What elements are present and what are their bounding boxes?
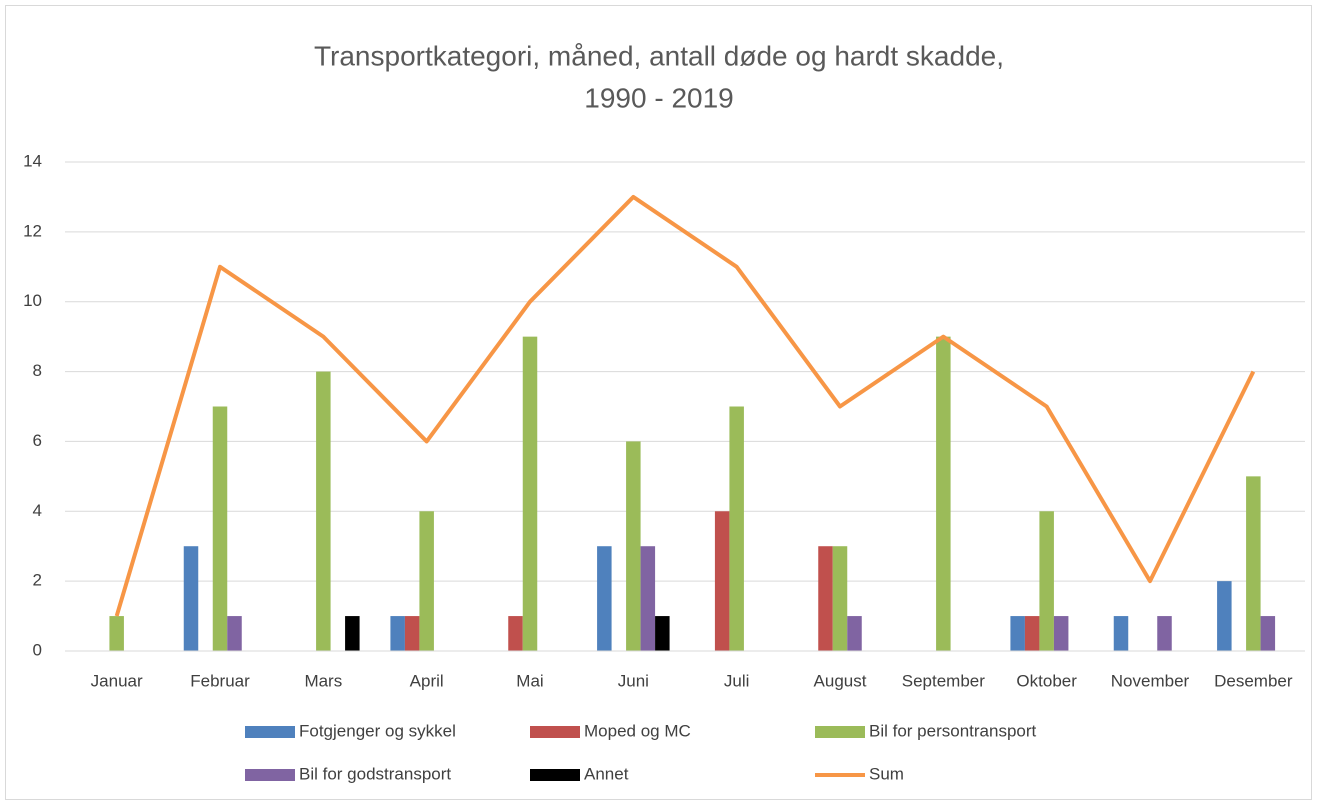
bar [1157, 616, 1172, 651]
bar [1024, 616, 1040, 651]
bar [1053, 616, 1069, 651]
x-tick-label: August [814, 671, 867, 690]
bar [390, 616, 405, 651]
bar [1217, 581, 1232, 651]
legend-swatch [245, 726, 295, 738]
y-tick-label: 12 [23, 221, 42, 240]
y-tick-label: 6 [33, 431, 42, 450]
bar [714, 511, 730, 651]
legend-label: Moped og MC [584, 721, 691, 740]
legend-label: Fotgjenger og sykkel [299, 721, 456, 740]
bar [936, 336, 951, 651]
bar [508, 616, 523, 651]
y-tick-label: 2 [33, 571, 42, 590]
y-tick-label: 10 [23, 291, 42, 310]
x-tick-label: Juli [724, 671, 750, 690]
bar [404, 616, 420, 651]
legend-swatch [530, 769, 580, 781]
bar [729, 406, 744, 651]
bar [818, 546, 833, 651]
bar [109, 616, 124, 651]
x-tick-label: November [1111, 671, 1190, 690]
bar [655, 616, 670, 651]
chart-border [5, 5, 1312, 800]
bar [419, 511, 434, 651]
legend-label: Bil for persontransport [869, 721, 1037, 740]
x-tick-label: Oktober [1016, 671, 1077, 690]
legend-swatch [530, 726, 580, 738]
x-tick-label: Mai [516, 671, 543, 690]
x-tick-label: April [410, 671, 444, 690]
bar [597, 546, 612, 651]
bar [847, 616, 862, 651]
bar [1010, 616, 1025, 651]
y-tick-label: 8 [33, 361, 42, 380]
bar [316, 371, 331, 651]
legend-swatch [245, 769, 295, 781]
legend-label: Annet [584, 764, 629, 783]
x-tick-label: September [902, 671, 985, 690]
bar [227, 616, 242, 651]
bar [345, 616, 360, 651]
legend-label: Sum [869, 764, 904, 783]
bar [1113, 616, 1129, 651]
bar [832, 546, 848, 651]
chart-title: Transportkategori, måned, antall døde og… [314, 40, 1004, 71]
bar [212, 406, 228, 651]
y-tick-label: 14 [23, 151, 42, 170]
x-tick-label: Januar [91, 671, 143, 690]
bar [1246, 476, 1261, 651]
x-tick-label: Mars [304, 671, 342, 690]
y-tick-label: 0 [33, 640, 42, 659]
x-tick-label: Juni [618, 671, 649, 690]
legend-label: Bil for godstransport [299, 764, 451, 783]
chart-title: 1990 - 2019 [584, 82, 733, 113]
legend-swatch [815, 726, 865, 738]
x-tick-label: Desember [1214, 671, 1293, 690]
bar [522, 336, 538, 651]
y-tick-label: 4 [33, 501, 42, 520]
bar [1260, 616, 1276, 651]
x-tick-label: Februar [190, 671, 250, 690]
bar [1039, 511, 1054, 651]
bar [640, 546, 656, 651]
bar [183, 546, 199, 651]
bar [626, 441, 641, 651]
line-series [114, 194, 1256, 617]
